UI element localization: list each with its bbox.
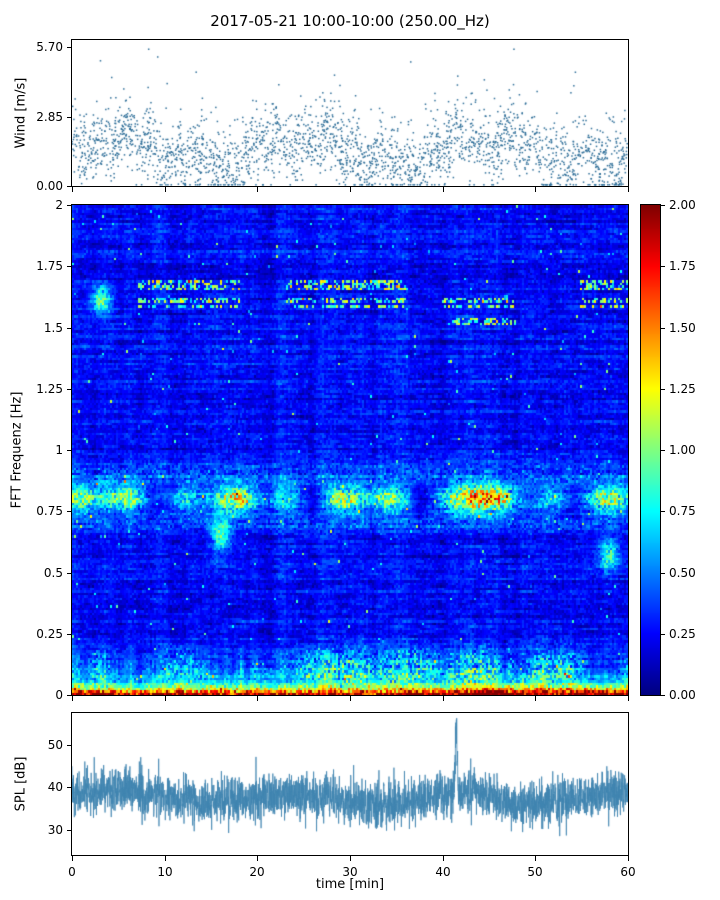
colorbar-tick-label: 0.50 (669, 566, 696, 580)
y-tick-mark (67, 328, 72, 329)
y-tick-mark (67, 389, 72, 390)
y-tick-mark (67, 511, 72, 512)
colorbar-tick-mark (661, 573, 665, 574)
y-tick-mark (67, 266, 72, 267)
y-tick-label: 0.25 (36, 627, 63, 641)
y-tick-mark (67, 830, 72, 831)
colorbar-tick-label: 0.25 (669, 627, 696, 641)
x-tick-label: 50 (527, 865, 543, 879)
y-tick-mark (67, 573, 72, 574)
x-tick-mark (257, 696, 258, 701)
y-tick-label: 30 (47, 823, 63, 837)
colorbar-tick-mark (661, 205, 665, 206)
colorbar-tick-label: 1.00 (669, 443, 696, 457)
x-tick-label: 60 (620, 865, 636, 879)
y-tick-mark (67, 186, 72, 187)
y-tick-label: 0.5 (43, 566, 63, 580)
colorbar-tick-mark (661, 634, 665, 635)
y-tick-mark (67, 695, 72, 696)
y-tick-mark (67, 634, 72, 635)
y-tick-label: 1.5 (43, 321, 63, 335)
x-tick-mark (72, 696, 73, 701)
y-tick-label: 0.00 (36, 179, 63, 193)
x-axis-label: time [min] (315, 877, 385, 892)
spl-line-canvas (72, 713, 628, 855)
x-tick-mark (72, 187, 73, 192)
colorbar-tick-mark (661, 266, 665, 267)
x-tick-mark (165, 696, 166, 701)
x-tick-mark (628, 696, 629, 701)
wind-scatter-canvas (72, 40, 628, 186)
colorbar-tick-mark (661, 695, 665, 696)
y-tick-mark (67, 205, 72, 206)
y-tick-mark (67, 787, 72, 788)
x-tick-mark (165, 856, 166, 861)
y-tick-label: 1.25 (36, 382, 63, 396)
x-tick-mark (535, 856, 536, 861)
spectrogram-canvas (72, 205, 628, 695)
x-tick-mark (257, 856, 258, 861)
x-tick-label: 20 (249, 865, 265, 879)
x-tick-label: 0 (68, 865, 76, 879)
y-tick-mark (67, 450, 72, 451)
x-tick-mark (443, 696, 444, 701)
x-tick-mark (350, 696, 351, 701)
colorbar-tick-mark (661, 389, 665, 390)
colorbar-tick-label: 2.00 (669, 198, 696, 212)
x-tick-mark (350, 187, 351, 192)
colorbar-tick-label: 0.00 (669, 688, 696, 702)
y-tick-label: 1 (55, 443, 63, 457)
y-tick-label: 0.75 (36, 504, 63, 518)
y-tick-mark (67, 117, 72, 118)
x-tick-mark (628, 856, 629, 861)
y-tick-mark (67, 47, 72, 48)
x-tick-label: 30 (342, 865, 358, 879)
x-tick-mark (72, 856, 73, 861)
colorbar-tick-label: 1.50 (669, 321, 696, 335)
colorbar-tick-mark (661, 450, 665, 451)
y-tick-label: 5.70 (36, 40, 63, 54)
colorbar-tick-label: 1.75 (669, 259, 696, 273)
y-tick-label: 40 (47, 780, 63, 794)
x-tick-mark (628, 187, 629, 192)
x-tick-mark (535, 187, 536, 192)
x-tick-mark (350, 856, 351, 861)
y-tick-mark (67, 745, 72, 746)
x-tick-mark (443, 856, 444, 861)
colorbar-tick-label: 0.75 (669, 504, 696, 518)
colorbar-tick-label: 1.25 (669, 382, 696, 396)
x-tick-mark (535, 696, 536, 701)
x-tick-mark (165, 187, 166, 192)
x-tick-mark (443, 187, 444, 192)
y-tick-label: 50 (47, 738, 63, 752)
colorbar-canvas (641, 205, 660, 695)
y-tick-label: 0 (55, 688, 63, 702)
colorbar-tick-mark (661, 328, 665, 329)
x-tick-label: 40 (435, 865, 451, 879)
y-tick-label: 2.85 (36, 110, 63, 124)
chart-title: 2017-05-21 10:00-10:00 (250.00_Hz) (210, 12, 490, 30)
x-tick-mark (257, 187, 258, 192)
y-tick-label: 2 (55, 198, 63, 212)
y-tick-label: 1.75 (36, 259, 63, 273)
x-tick-label: 10 (157, 865, 173, 879)
colorbar-tick-mark (661, 511, 665, 512)
